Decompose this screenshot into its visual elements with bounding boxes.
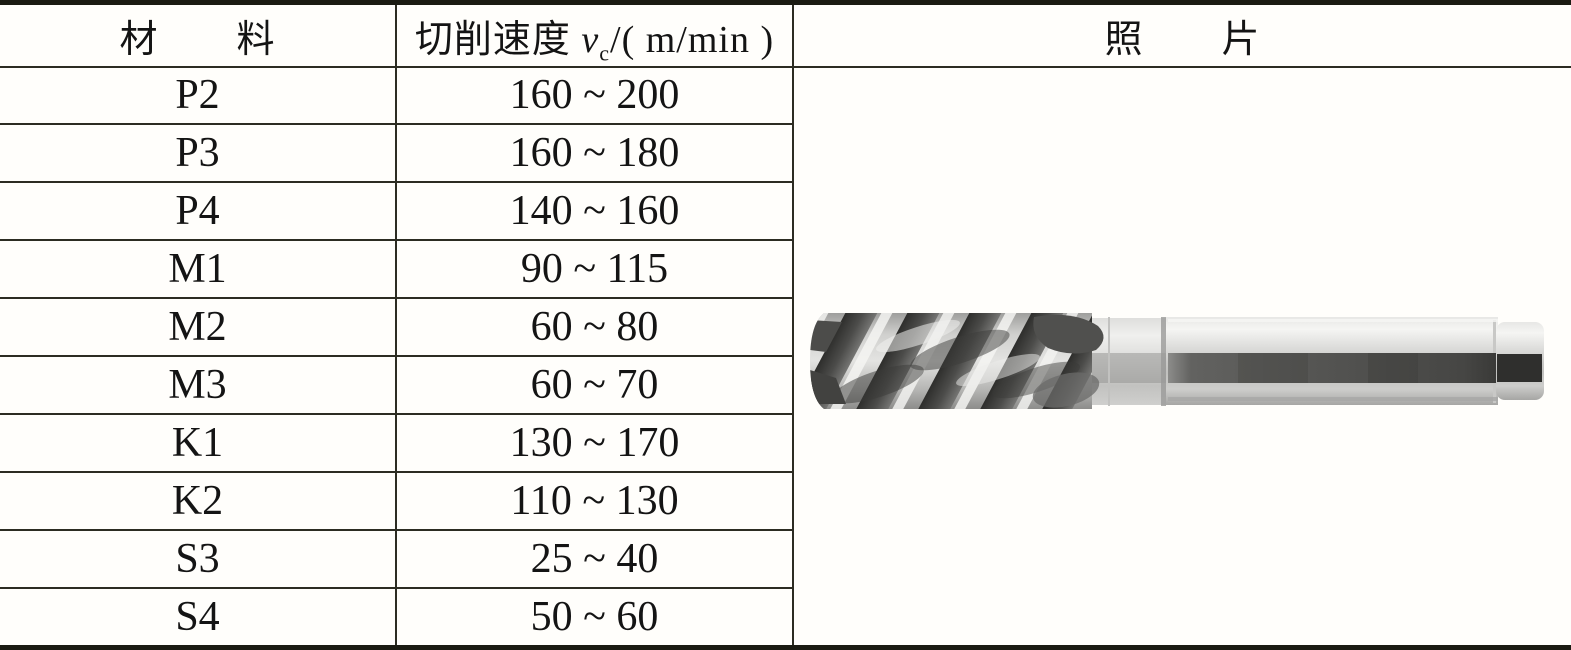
header-speed-prefix: 切削速度 — [414, 18, 582, 61]
speed-cell: 60 ~ 80 — [396, 298, 794, 357]
speed-cell: 60 ~ 70 — [396, 356, 794, 415]
header-photo: 照 片 — [793, 2, 1571, 67]
table-row: K1 130 ~ 170 — [0, 414, 1571, 472]
header-cutting-speed: 切削速度 vc/( m/min ) — [396, 2, 794, 67]
material-cell: P2 — [0, 66, 397, 125]
table-row: M2 60 ~ 80 — [0, 298, 1571, 357]
table-row: K2 110 ~ 130 — [0, 471, 1571, 530]
speed-cell: 25 ~ 40 — [396, 529, 794, 588]
material-cell: P3 — [0, 124, 397, 183]
table-row: S4 50 ~ 60 — [0, 587, 1571, 648]
end-mill-photo — [794, 308, 1571, 414]
table-row: P3 160 ~ 180 — [0, 124, 1571, 183]
header-material: 材 料 — [0, 2, 397, 67]
table-row: P2 160 ~ 200 — [0, 66, 1571, 648]
material-cell: K1 — [0, 414, 397, 472]
material-cell: M3 — [0, 356, 397, 415]
material-cell: M1 — [0, 240, 397, 299]
speed-cell: 110 ~ 130 — [396, 471, 794, 530]
speed-cell: 50 ~ 60 — [396, 587, 794, 648]
speed-cell: 140 ~ 160 — [396, 182, 794, 241]
table-row: S3 25 ~ 40 — [0, 529, 1571, 588]
end-mill-illustration — [810, 313, 1544, 410]
material-cell: S3 — [0, 529, 397, 588]
speed-cell: 130 ~ 170 — [396, 414, 794, 472]
material-cell: M2 — [0, 298, 397, 357]
material-cell: S4 — [0, 587, 397, 648]
table-header-row: 材 料 切削速度 vc/( m/min ) 照 片 — [0, 2, 1571, 67]
speed-cell: 160 ~ 200 — [396, 66, 794, 125]
speed-cell: 90 ~ 115 — [396, 240, 794, 299]
material-cell: P4 — [0, 182, 397, 241]
table-row: M1 90 ~ 115 — [0, 240, 1571, 299]
header-speed-unit: /( m/min ) — [610, 18, 775, 61]
table-row: M3 60 ~ 70 — [0, 356, 1571, 415]
header-speed-subscript: c — [599, 40, 611, 66]
table-row: P4 140 ~ 160 — [0, 182, 1571, 241]
speed-cell: 160 ~ 180 — [396, 124, 794, 183]
material-cell: K2 — [0, 471, 397, 530]
photo-cell — [793, 66, 1571, 648]
header-speed-variable: v — [581, 18, 600, 61]
